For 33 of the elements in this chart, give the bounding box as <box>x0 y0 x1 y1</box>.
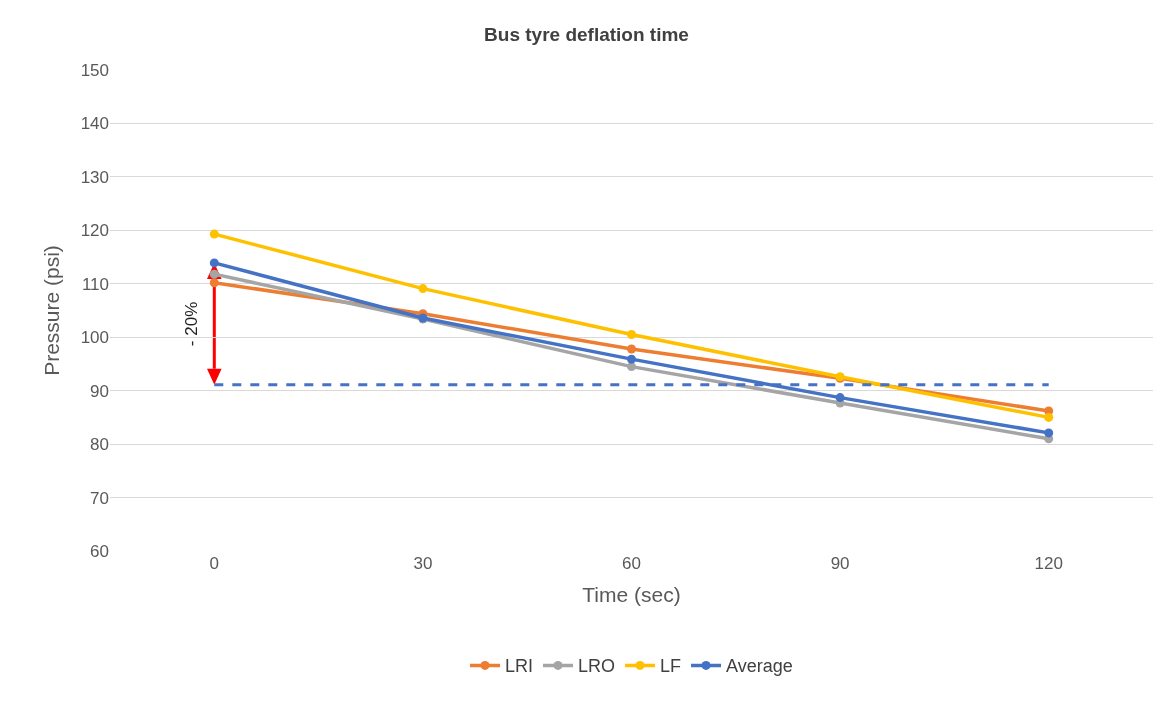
chart-title: Bus tyre deflation time <box>484 24 689 46</box>
y-tick-label: 150 <box>80 60 109 80</box>
x-tick-label: 120 <box>1034 554 1063 573</box>
x-tick-label: 60 <box>622 554 641 573</box>
x-axis-title: Time (sec) <box>582 583 681 607</box>
point <box>627 344 636 354</box>
y-tick-label: 70 <box>90 488 109 508</box>
x-tick-label: 90 <box>830 554 850 573</box>
point <box>835 393 845 403</box>
point <box>1044 428 1054 438</box>
point <box>418 284 428 294</box>
y-tick-label: 100 <box>80 328 109 348</box>
point <box>209 258 219 268</box>
legend-label: LRI <box>505 656 534 677</box>
y-tick-label: 110 <box>81 274 109 294</box>
x-tick-label: 0 <box>209 554 220 573</box>
point <box>209 278 219 288</box>
y-axis-title: Pressure (psi) <box>39 245 63 376</box>
point <box>209 229 219 239</box>
annotation: - 20% <box>182 301 202 347</box>
y-tick-label: 90 <box>90 381 109 401</box>
y-tick-label: 140 <box>80 114 109 134</box>
point <box>627 330 636 340</box>
legend-label: LRO <box>578 656 616 677</box>
point <box>627 362 636 372</box>
y-tick-label: 120 <box>80 221 109 241</box>
legend-label: LF <box>660 656 682 677</box>
point <box>627 354 636 364</box>
legend-label: Average <box>726 656 793 677</box>
y-tick-label: 130 <box>80 167 109 187</box>
x-tick-label: 30 <box>413 554 433 573</box>
y-tick-label: 80 <box>90 435 109 455</box>
point <box>1044 412 1054 422</box>
